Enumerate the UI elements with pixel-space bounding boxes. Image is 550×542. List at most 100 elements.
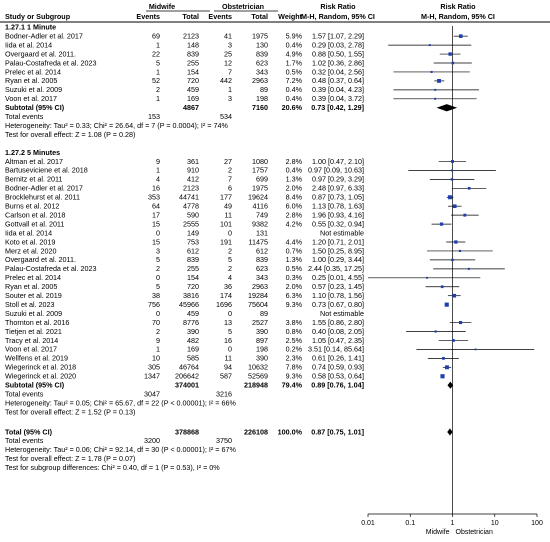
study-row-2-18-total-obstetrician: 89 xyxy=(260,309,268,318)
study-row-1-1-name: Bodner-Adler et al. 2017 xyxy=(5,31,83,40)
study-row-2-10-events-obstetrician: 191 xyxy=(220,237,232,246)
study-row-2-23-weight: 2.3% xyxy=(286,354,303,363)
study-row-1-2-events-midwife: 1 xyxy=(156,40,160,49)
overall-stat-2: Test for overall effect: Z = 1.78 (P = 0… xyxy=(5,454,135,463)
study-row-2-11-total-obstetrician: 612 xyxy=(256,246,268,255)
study-row-1-4-events-midwife: 5 xyxy=(156,58,160,67)
study-row-1-7-point xyxy=(434,88,437,91)
study-row-2-8-weight: 4.2% xyxy=(286,219,303,228)
study-row-2-14-weight: 0.3% xyxy=(286,273,303,282)
study-row-1-2-total-midwife: 148 xyxy=(187,40,199,49)
study-row-2-6-risk-ratio: 1.13 [0.78, 1.63] xyxy=(312,202,364,211)
study-row-2-21-total-obstetrician: 897 xyxy=(256,336,268,345)
study-row-1-6-events-midwife: 52 xyxy=(152,76,160,85)
study-row-2-10-total-midwife: 753 xyxy=(187,237,199,246)
study-row-1-2-weight: 0.4% xyxy=(286,40,303,49)
study-row-1-1-total-obstetrician: 1975 xyxy=(252,31,268,40)
study-row-2-2-name: Bartuseviciene et al. 2018 xyxy=(5,166,88,175)
study-row-2-20-total-midwife: 390 xyxy=(187,327,199,336)
study-row-1-7-weight: 0.4% xyxy=(286,85,303,94)
study-row-2-17-total-obstetrician: 75604 xyxy=(248,300,268,309)
study-row-2-22-total-obstetrician: 198 xyxy=(256,345,268,354)
subtotal-1-total-midwife: 4867 xyxy=(183,103,199,112)
total-events-2-midwife: 3047 xyxy=(144,389,160,398)
study-row-2-25-events-obstetrician: 587 xyxy=(220,372,232,381)
header-obstetrician: Obstetrician xyxy=(222,2,264,11)
study-row-2-18-total-midwife: 459 xyxy=(187,309,199,318)
study-row-2-5-total-obstetrician: 19624 xyxy=(248,193,268,202)
plot-header-method: M-H, Random, 95% CI xyxy=(421,12,495,21)
study-row-1-2-point xyxy=(428,44,431,47)
header-events-obstetrician: Events xyxy=(208,12,232,21)
study-row-1-8-point xyxy=(434,97,437,100)
study-row-2-13-total-obstetrician: 623 xyxy=(256,264,268,273)
study-row-2-13-point xyxy=(467,267,470,270)
study-row-2-4-total-midwife: 2123 xyxy=(183,184,199,193)
study-row-2-5-point xyxy=(447,195,452,200)
study-row-2-5-events-obstetrician: 177 xyxy=(220,193,232,202)
study-row-2-4-weight: 2.0% xyxy=(286,184,303,193)
study-row-1-4-weight: 1.7% xyxy=(286,58,303,67)
study-row-2-14-events-midwife: 0 xyxy=(156,273,160,282)
study-row-2-21-weight: 2.5% xyxy=(286,336,303,345)
total-events-1-label: Total events xyxy=(5,112,44,121)
subtotal-2-risk-ratio: 0.89 [0.76, 1.04] xyxy=(311,381,364,390)
study-row-2-23-point xyxy=(442,356,445,360)
subtotal-1-label: Subtotal (95% CI) xyxy=(5,103,65,112)
study-row-1-4-total-midwife: 255 xyxy=(187,58,199,67)
study-row-2-3-events-midwife: 4 xyxy=(156,175,160,184)
study-row-2-12-total-obstetrician: 839 xyxy=(256,255,268,264)
study-row-2-17-total-midwife: 45966 xyxy=(179,300,199,309)
study-row-2-14-total-obstetrician: 343 xyxy=(256,273,268,282)
study-row-2-3-events-obstetrician: 7 xyxy=(228,175,232,184)
study-row-2-11-events-obstetrician: 2 xyxy=(228,246,232,255)
study-row-2-17-point xyxy=(444,302,449,307)
study-row-2-5-weight: 8.4% xyxy=(286,193,303,202)
overall-total-midwife: 378868 xyxy=(175,427,199,436)
subtotal-2-total-obstetrician: 218948 xyxy=(244,381,268,390)
overall-total-events-midwife: 3200 xyxy=(144,436,160,445)
study-row-2-25-risk-ratio: 0.58 [0.53, 0.64] xyxy=(312,372,364,381)
study-row-2-23-total-obstetrician: 390 xyxy=(256,354,268,363)
study-row-2-17-events-midwife: 756 xyxy=(148,300,160,309)
study-row-2-14-risk-ratio: 0.25 [0.01, 4.55] xyxy=(312,273,364,282)
study-row-2-14-point xyxy=(426,276,429,279)
study-row-2-20-events-midwife: 2 xyxy=(156,327,160,336)
total-events-1-midwife: 153 xyxy=(148,112,160,121)
study-row-2-13-events-midwife: 2 xyxy=(156,264,160,273)
study-row-2-3-point xyxy=(450,178,454,181)
subtotal-2-weight: 79.4% xyxy=(282,381,303,390)
study-row-2-13-name: Palau-Costafreda et al. 2023 xyxy=(5,264,97,273)
study-row-1-2-events-obstetrician: 3 xyxy=(228,40,232,49)
study-row-1-3-name: Overgaard et al. 2011. xyxy=(5,49,76,58)
study-row-2-1-total-midwife: 361 xyxy=(187,157,199,166)
x-axis-tick-label-4: 10 xyxy=(491,520,499,527)
study-row-1-8-risk-ratio: 0.39 [0.04, 3.72] xyxy=(312,94,364,103)
study-row-1-8-events-midwife: 1 xyxy=(156,94,160,103)
subtotal-1-diamond xyxy=(436,104,458,112)
study-row-1-1-point xyxy=(458,34,463,38)
study-row-2-2-events-midwife: 1 xyxy=(156,166,160,175)
study-row-2-23-events-obstetrician: 11 xyxy=(225,354,232,363)
study-row-1-8-total-midwife: 169 xyxy=(187,94,199,103)
study-row-2-16-events-obstetrician: 174 xyxy=(220,291,232,300)
total-events-2-obstetrician: 3216 xyxy=(216,389,232,398)
subgroup-1-stat-2: Test for overall effect: Z = 1.08 (P = 0… xyxy=(5,130,135,139)
study-row-1-3-total-obstetrician: 839 xyxy=(256,49,268,58)
study-row-2-1-total-obstetrician: 1080 xyxy=(252,157,268,166)
study-row-2-5-risk-ratio: 0.87 [0.73, 1.05] xyxy=(312,193,364,202)
study-row-1-3-events-obstetrician: 25 xyxy=(224,49,232,58)
study-row-1-3-risk-ratio: 0.88 [0.50, 1.55] xyxy=(312,49,364,58)
overall-total-obstetrician: 226108 xyxy=(244,427,268,436)
study-row-2-21-point xyxy=(451,339,455,342)
study-row-2-4-risk-ratio: 2.48 [0.97, 6.33] xyxy=(312,184,364,193)
study-row-1-8-total-obstetrician: 198 xyxy=(256,94,268,103)
study-row-1-1-weight: 5.9% xyxy=(286,31,303,40)
overall-risk-ratio: 0.87 [0.75, 1.01] xyxy=(311,427,364,436)
study-row-2-7-total-midwife: 590 xyxy=(187,210,199,219)
study-row-2-18-name: Suzuki et al. 2009 xyxy=(5,309,62,318)
study-row-2-11-risk-ratio: 1.50 [0.25, 8.95] xyxy=(312,246,364,255)
study-row-2-9-events-obstetrician: 0 xyxy=(228,228,232,237)
study-row-2-3-total-obstetrician: 699 xyxy=(256,175,268,184)
